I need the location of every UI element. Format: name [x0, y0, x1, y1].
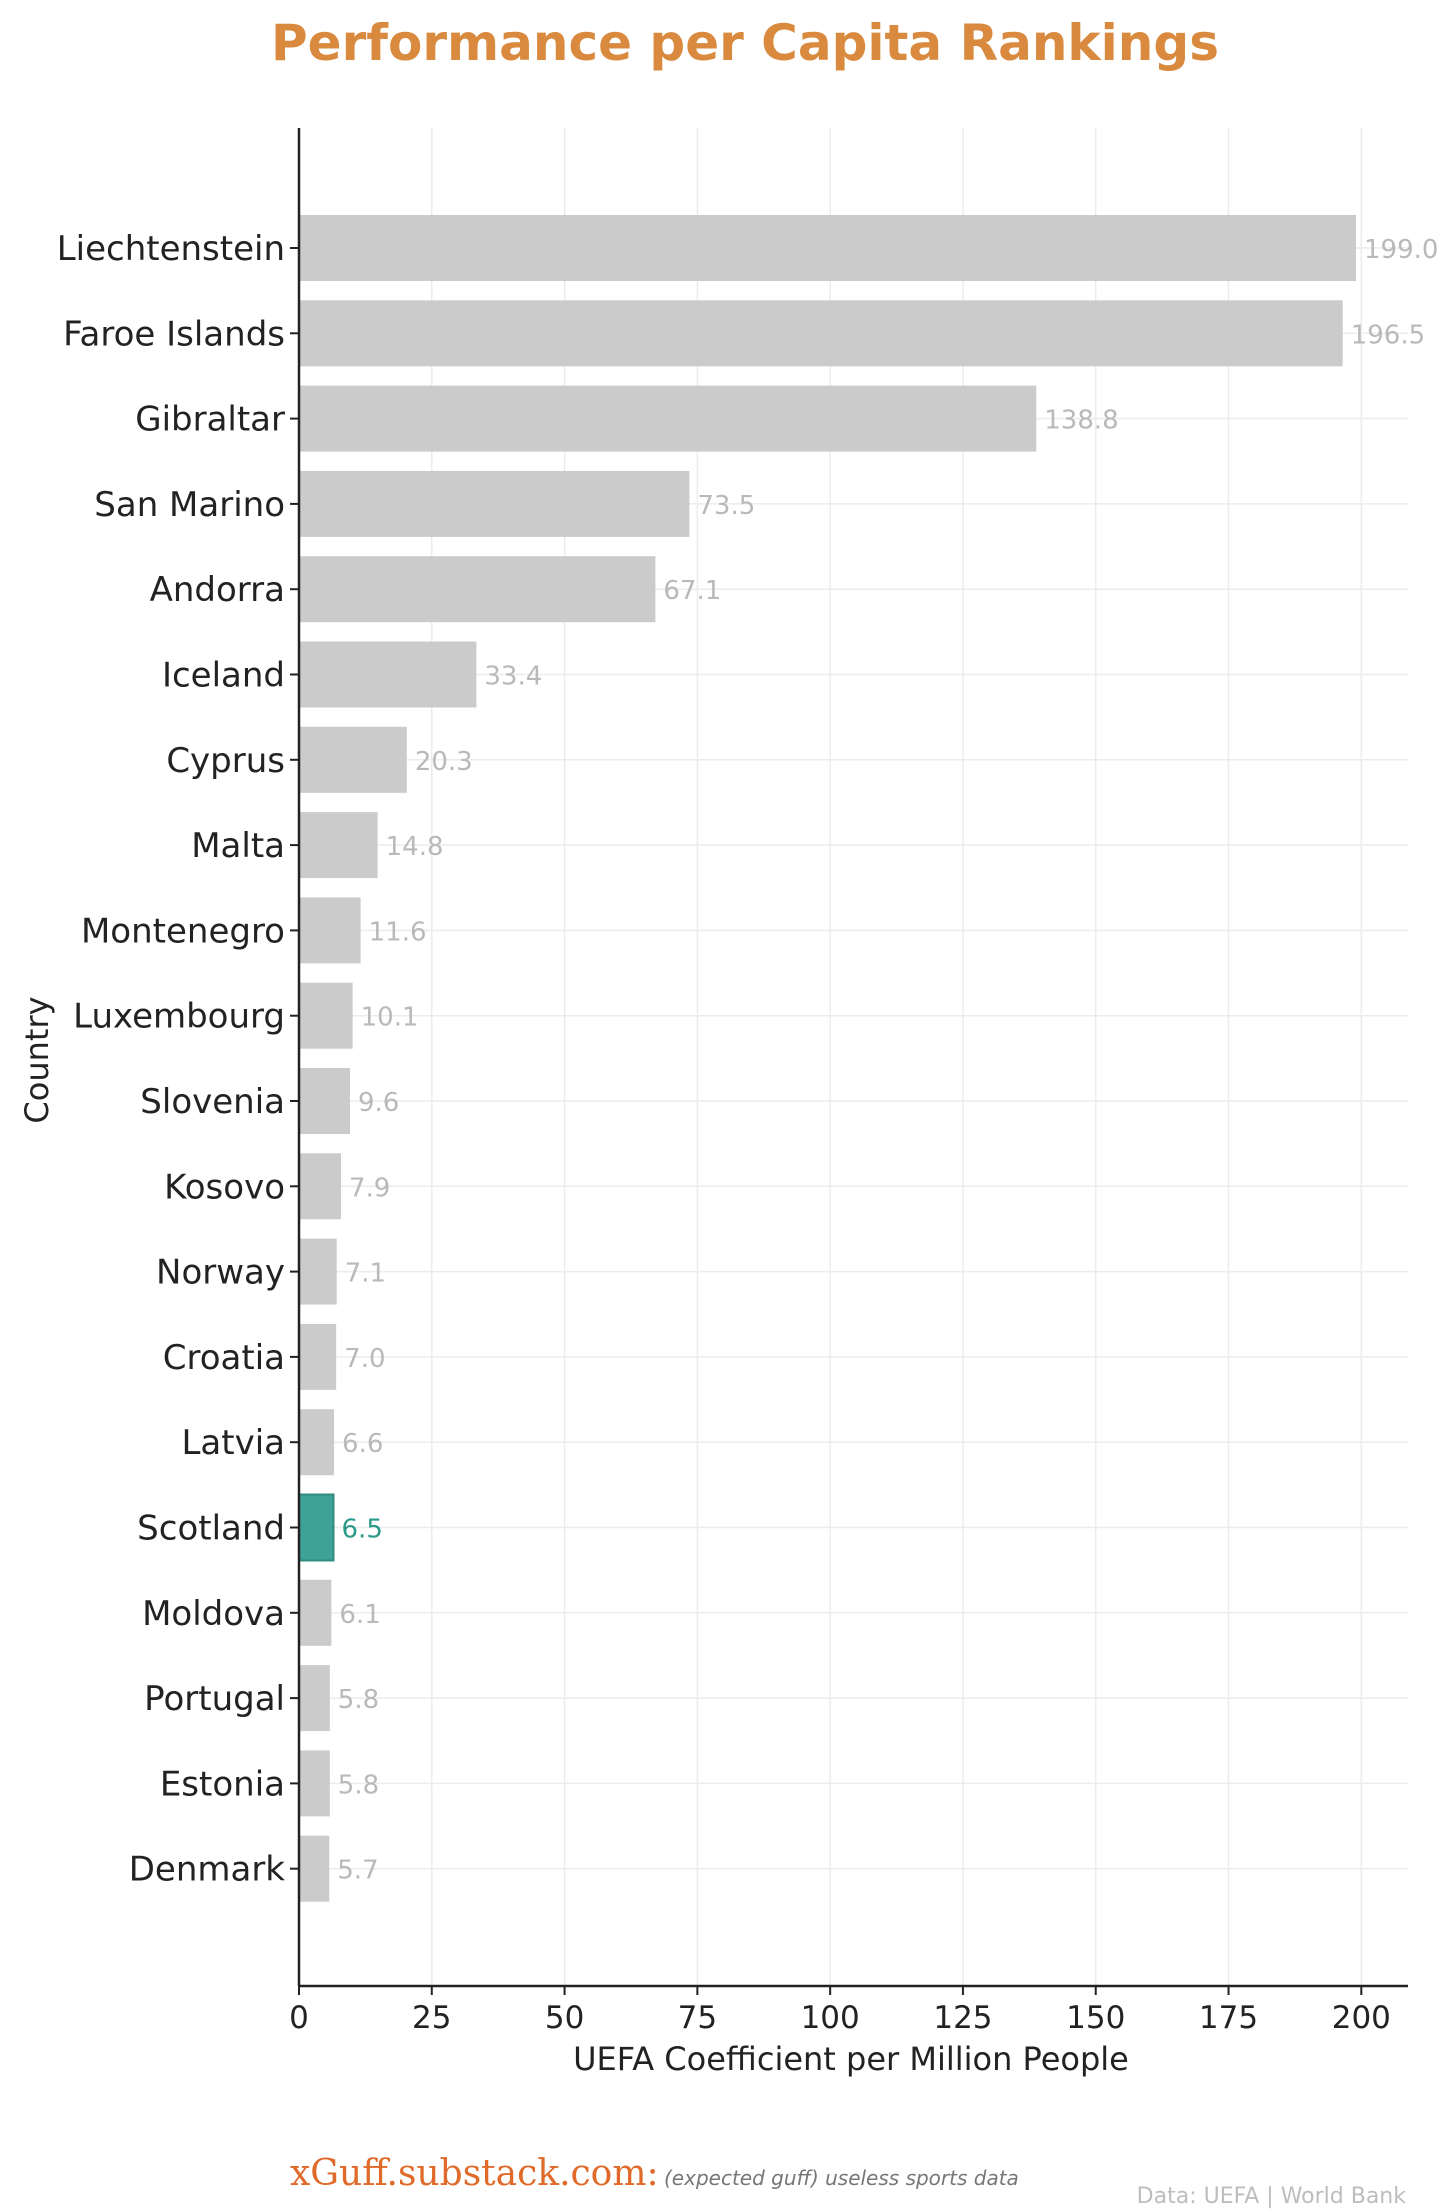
value-label: 9.6: [358, 1088, 399, 1118]
value-label: 138.8: [1044, 406, 1118, 436]
bar-estonia: [299, 1750, 330, 1817]
value-label: 73.5: [697, 491, 755, 521]
bar-iceland: [299, 641, 477, 708]
chart-title: Performance per Capita Rankings: [271, 14, 1219, 72]
value-label: 7.9: [349, 1173, 390, 1203]
x-tick-label: 0: [289, 2000, 309, 2036]
y-tick-label: Croatia: [163, 1338, 285, 1378]
bar-latvia: [299, 1409, 335, 1476]
x-tick-label: 175: [1199, 2000, 1258, 2036]
bar-cyprus: [299, 726, 407, 793]
y-tick-label: Liechtenstein: [57, 229, 285, 269]
value-label: 199.0: [1364, 235, 1438, 265]
y-tick-label: Latvia: [181, 1423, 285, 1463]
bar-malta: [299, 812, 378, 879]
footer-data-source: Data: UEFA | World Bank: [1137, 2184, 1407, 2209]
y-tick-label: Andorra: [150, 570, 285, 610]
bar-kosovo: [299, 1153, 341, 1220]
value-label: 5.7: [337, 1856, 378, 1886]
value-label: 7.0: [344, 1344, 385, 1374]
y-tick-label: Estonia: [160, 1764, 285, 1804]
y-tick-label: Iceland: [162, 656, 285, 696]
bar-moldova: [299, 1579, 332, 1646]
bar-slovenia: [299, 1068, 350, 1134]
x-tick-label: 25: [412, 2000, 451, 2036]
bar-san-marino: [299, 470, 690, 537]
bar-denmark: [299, 1835, 330, 1902]
y-tick-label: Scotland: [137, 1509, 285, 1549]
bar-gibraltar: [299, 385, 1037, 452]
y-tick-label: Kosovo: [164, 1167, 285, 1207]
footer-tagline: (expected guff) useless sports data: [664, 2166, 1019, 2190]
value-label: 33.4: [484, 662, 542, 692]
y-axis-label: Country: [18, 996, 56, 1123]
bar-luxembourg: [299, 982, 353, 1049]
value-label: 196.5: [1351, 320, 1425, 350]
y-tick-label: Denmark: [129, 1850, 286, 1890]
value-label: 7.1: [345, 1259, 386, 1289]
value-label: 5.8: [338, 1685, 379, 1715]
value-label: 20.3: [415, 747, 473, 777]
value-label: 6.1: [339, 1600, 380, 1630]
bar-norway: [299, 1238, 337, 1305]
value-label: 6.5: [342, 1515, 383, 1545]
bar-croatia: [299, 1323, 337, 1390]
x-tick-label: 125: [933, 2000, 992, 2036]
y-tick-label: Slovenia: [140, 1082, 285, 1122]
bar-faroe-islands: [299, 300, 1343, 367]
y-tick-labels: Liechtenstein Faroe Islands Gibraltar San M…: [57, 229, 299, 1890]
value-label: 6.6: [342, 1429, 383, 1459]
x-tick-label: 200: [1332, 2000, 1391, 2036]
bar-liechtenstein: [299, 215, 1356, 281]
x-tick-label: 150: [1066, 2000, 1125, 2036]
x-tick-label: 100: [801, 2000, 860, 2036]
y-tick-label: San Marino: [94, 485, 285, 525]
value-labels: 199.0 196.5 138.8 73.5 67.1 33.4 20.3 14.8 11.6 1…: [337, 235, 1438, 1886]
y-tick-label: Luxembourg: [73, 997, 285, 1037]
y-tick-label: Malta: [191, 826, 285, 866]
x-tick-label: 75: [678, 2000, 717, 2036]
y-tick-label: Montenegro: [81, 911, 285, 951]
value-label: 10.1: [361, 1003, 419, 1033]
x-tick-label: 50: [545, 2000, 584, 2036]
y-tick-label: Moldova: [142, 1594, 285, 1634]
value-label: 14.8: [386, 832, 444, 862]
bar-scotland: [298, 1493, 335, 1562]
y-tick-label: Cyprus: [166, 741, 285, 781]
y-tick-label: Faroe Islands: [63, 314, 285, 354]
y-tick-label: Portugal: [144, 1679, 285, 1719]
x-axis-label: UEFA Coefficient per Million People: [573, 2040, 1129, 2078]
value-label: 11.6: [369, 917, 427, 947]
bars: [298, 215, 1356, 1902]
value-label: 5.8: [338, 1770, 379, 1800]
footer-site-link[interactable]: xGuff.substack.com:: [290, 2153, 659, 2194]
bar-montenegro: [299, 897, 361, 964]
bar-portugal: [299, 1665, 330, 1732]
y-tick-label: Norway: [156, 1253, 285, 1293]
x-axis-ticks: 0 25 50 75 100 125 150 175 200: [289, 1986, 1391, 2036]
y-tick-label: Gibraltar: [135, 400, 285, 440]
bar-andorra: [299, 556, 656, 623]
value-label: 67.1: [663, 576, 721, 606]
